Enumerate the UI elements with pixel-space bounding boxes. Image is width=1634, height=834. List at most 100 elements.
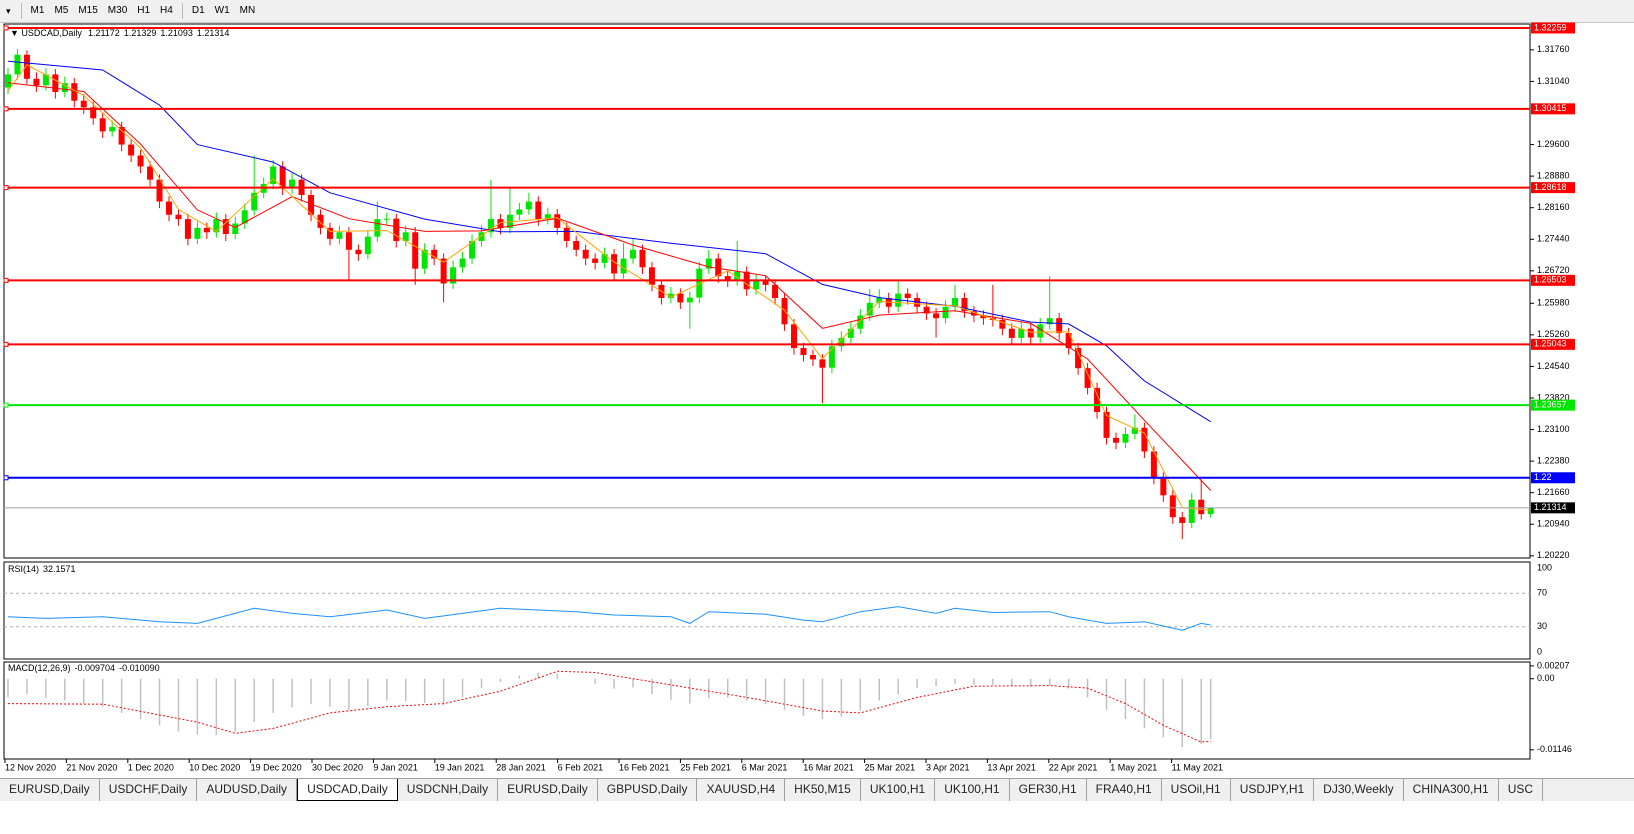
candle-body <box>753 280 760 290</box>
candle-body <box>14 54 21 75</box>
candle-body <box>1056 318 1063 334</box>
level-label-box <box>1531 338 1575 350</box>
separator <box>20 3 22 19</box>
candle-body <box>847 328 854 338</box>
candle-body <box>289 179 296 189</box>
level-label: 1.28618 <box>1534 182 1567 192</box>
candle-body <box>478 232 485 242</box>
candle-body <box>1131 427 1138 434</box>
candle-body <box>686 297 693 303</box>
separator <box>181 3 183 19</box>
rsi-tick-label: 70 <box>1537 588 1547 598</box>
candle-body <box>705 258 712 269</box>
candle-body <box>308 194 315 215</box>
candle-body <box>459 258 466 268</box>
moving-average <box>7 60 1211 423</box>
header-arrow: ▼ <box>10 28 21 38</box>
candle-body <box>1160 477 1167 496</box>
chart-tab[interactable]: UK100,H1 <box>861 779 936 801</box>
candle-body <box>1150 451 1157 478</box>
candle-body <box>819 359 826 368</box>
candle-body <box>611 254 618 274</box>
macd-header: MACD(12,26,9) -0.009704 -0.010090 <box>8 663 160 673</box>
candle-body <box>241 210 248 224</box>
timeframe-button[interactable]: M30 <box>107 5 128 16</box>
candle-body <box>1037 324 1044 338</box>
candle-body <box>933 313 940 319</box>
rsi-header: RSI(14) 32.1571 <box>8 564 76 574</box>
chart-tab[interactable]: EURUSD,Daily <box>0 779 100 801</box>
candle-body <box>582 249 589 259</box>
candle-body <box>431 249 438 259</box>
timeframe-button[interactable]: D1 <box>191 5 205 16</box>
candle-body <box>52 74 59 92</box>
chart-tab[interactable]: XAUUSD,H4 <box>697 779 786 801</box>
candle-body <box>952 298 958 307</box>
timeframe-button[interactable]: M15 <box>78 5 98 16</box>
candle-body <box>620 258 627 274</box>
candle-body <box>866 302 873 316</box>
y-tick-label: 1.26720 <box>1537 265 1570 275</box>
candle-body <box>828 346 835 368</box>
candle-body <box>336 232 343 239</box>
chart-tab[interactable]: DJ30,Weekly <box>1314 779 1404 801</box>
chart-tab[interactable]: CHINA300,H1 <box>1404 779 1499 801</box>
candle-body <box>506 214 513 228</box>
chart-tab[interactable]: USOil,H1 <box>1162 779 1231 801</box>
level-label: 1.22 <box>1534 472 1552 482</box>
rsi-tick-label: 100 <box>1537 562 1552 572</box>
level-label: 1.26503 <box>1534 275 1567 285</box>
timeframe-button[interactable]: W1 <box>214 5 230 16</box>
rsi-title: RSI(14) <box>8 564 39 574</box>
chart-tab[interactable]: FRA40,H1 <box>1087 779 1162 801</box>
candle-body <box>1046 318 1053 325</box>
timeframe-button[interactable]: H4 <box>160 5 173 16</box>
chart-tab[interactable]: GER30,H1 <box>1010 779 1087 801</box>
y-tick-label: 1.22380 <box>1537 455 1570 465</box>
chart-tab[interactable]: GBPUSD,Daily <box>598 779 698 801</box>
candle-body <box>184 219 191 239</box>
candle-body <box>544 214 551 220</box>
candle-body <box>1075 347 1082 369</box>
y-tick-label: 1.28880 <box>1537 171 1570 181</box>
candle-body <box>667 293 674 299</box>
chart-tab[interactable]: USDCHF,Daily <box>100 779 198 801</box>
macd-tick-label: 0.00207 <box>1537 660 1570 670</box>
chart-tab[interactable]: AUDUSD,Daily <box>197 779 298 801</box>
chart-tab[interactable]: USC <box>1499 779 1544 801</box>
dropdown-icon[interactable]: ▾ <box>6 5 11 16</box>
x-tick-label: 1 May 2021 <box>1110 762 1157 772</box>
level-handle <box>3 185 9 191</box>
chart-tab[interactable]: USDCAD,Daily <box>297 779 398 801</box>
y-tick-label: 1.20940 <box>1537 519 1570 529</box>
chart-tab[interactable]: UK100,H1 <box>935 779 1010 801</box>
header-open: 1.21172 <box>88 28 120 38</box>
chart-tab[interactable]: EURUSD,Daily <box>498 779 598 801</box>
timeframe-button[interactable]: M5 <box>54 5 69 16</box>
chart-tab[interactable]: USDCNH,Daily <box>398 779 499 801</box>
y-tick-label: 1.25980 <box>1537 298 1570 308</box>
candle-body <box>563 227 570 242</box>
level-label-box <box>1531 399 1575 411</box>
candle-body <box>1179 517 1186 523</box>
timeframe-button[interactable]: H1 <box>137 5 151 16</box>
candle-body <box>696 268 703 298</box>
rsi-tick-label: 0 <box>1537 646 1542 656</box>
chart-title: USDCAD,Daily <box>21 28 82 38</box>
candle-body <box>554 214 561 228</box>
candle-body <box>791 324 798 348</box>
candle-body <box>23 54 30 79</box>
candle-body <box>1188 499 1195 523</box>
candle-body <box>364 236 371 255</box>
timeframe-button[interactable]: MN <box>239 5 256 16</box>
candle-body <box>374 219 381 237</box>
level-label: 1.32259 <box>1534 22 1567 32</box>
candle-body <box>677 293 684 303</box>
candle-body <box>639 249 646 268</box>
level-handle <box>3 341 9 347</box>
candle-body <box>573 241 580 250</box>
chart-tab[interactable]: USDJPY,H1 <box>1231 779 1315 801</box>
y-tick-label: 1.24540 <box>1537 361 1570 371</box>
chart-tab[interactable]: HK50,M15 <box>785 779 861 801</box>
timeframe-button[interactable]: M1 <box>30 5 45 16</box>
